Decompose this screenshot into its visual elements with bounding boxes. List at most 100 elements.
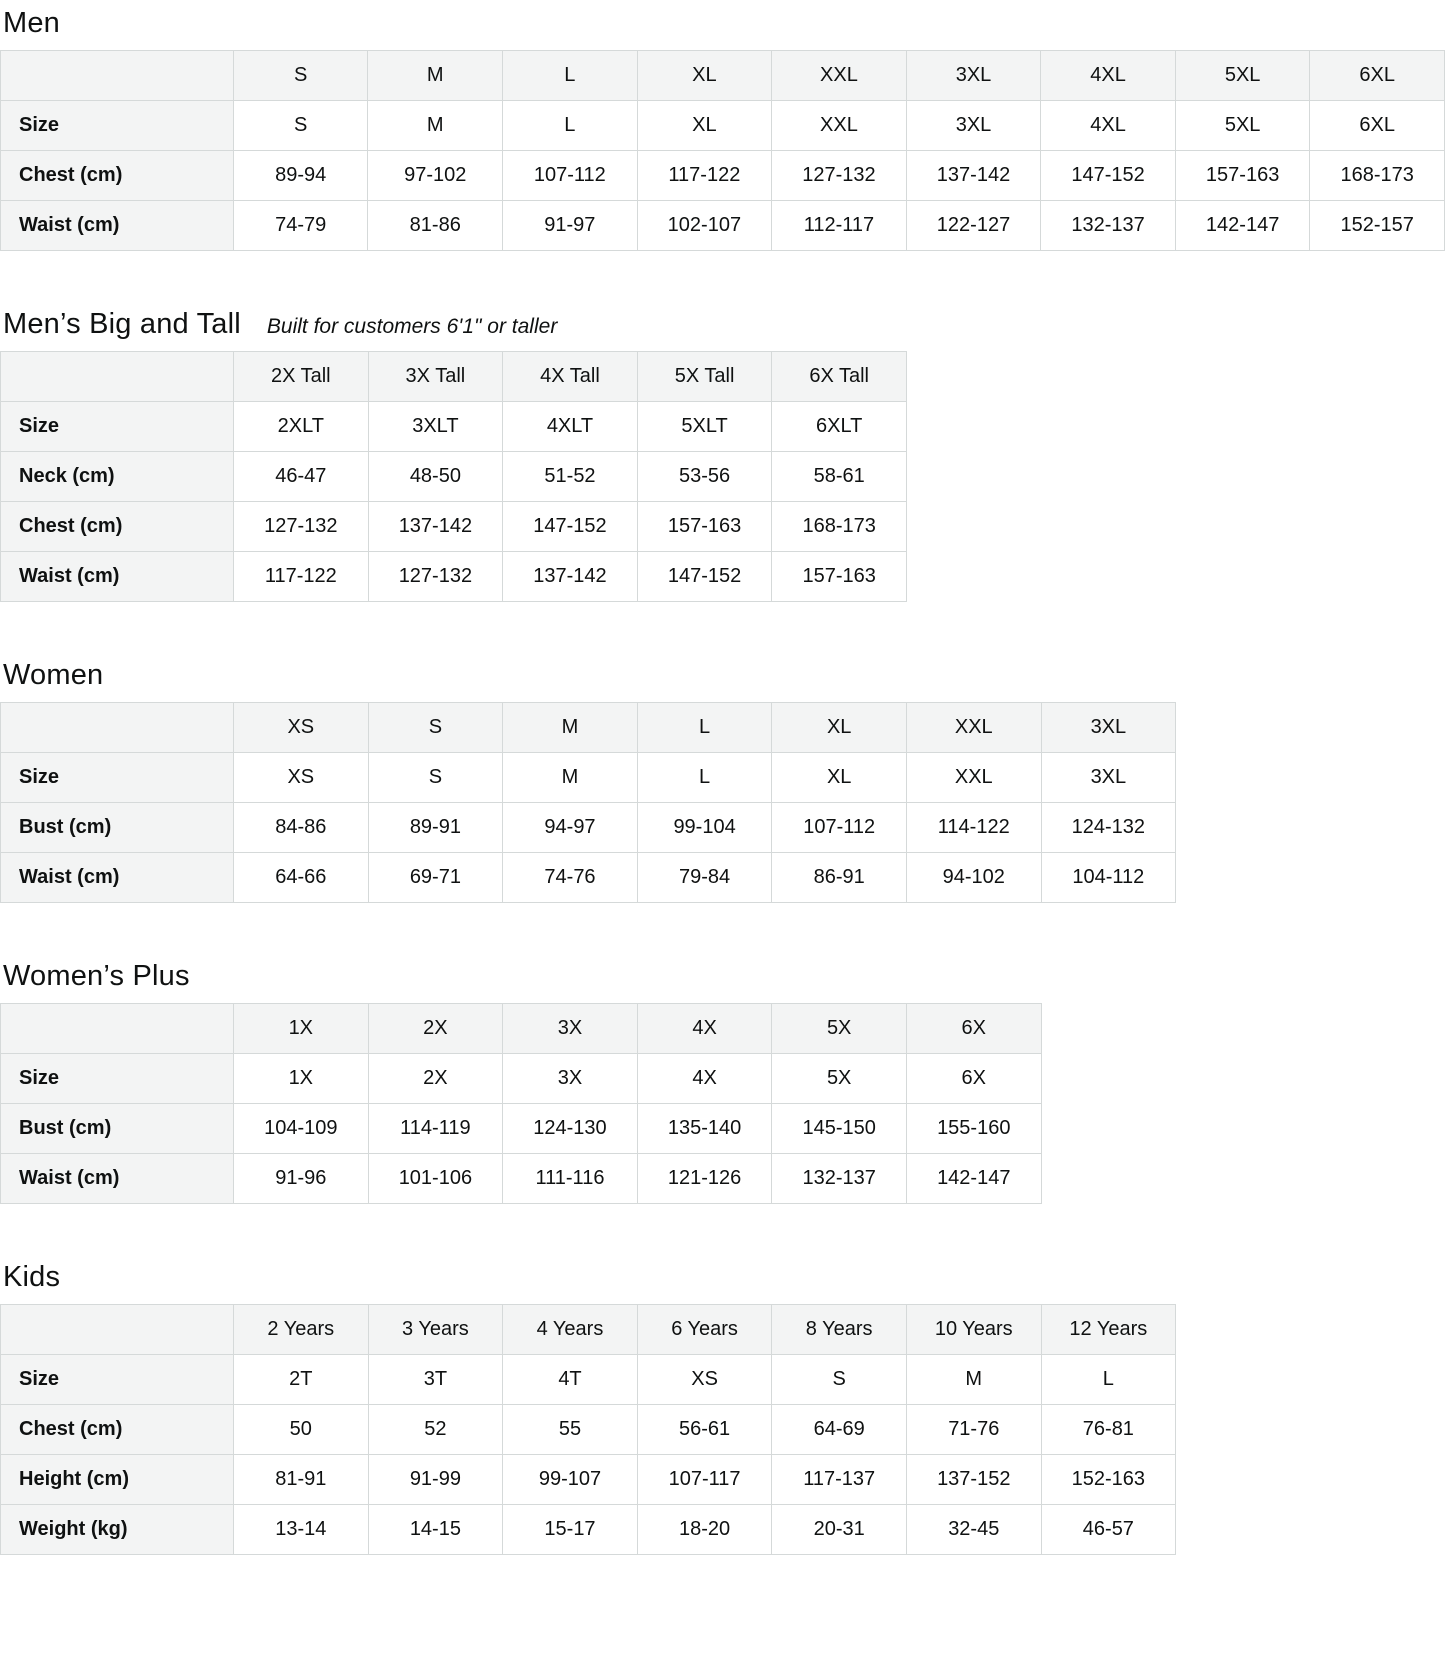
- size-value-cell: 155-160: [905, 1103, 1042, 1154]
- table-row: Bust (cm) 84-86 89-91 94-97 99-104 107-112 114…: [0, 802, 1177, 853]
- size-value-cell: 81-91: [233, 1454, 369, 1505]
- size-value-cell: 32-45: [905, 1504, 1042, 1555]
- column-header-row: 2 Years 3 Years 4 Years 6 Years 8 Years 10 Ye…: [0, 1304, 1177, 1355]
- size-value-cell: 4T: [502, 1354, 638, 1405]
- column-header-cell: L: [502, 50, 638, 101]
- size-value-cell: 6XLT: [771, 401, 907, 452]
- column-header-cell: 3X Tall: [367, 351, 504, 402]
- section-womens-plus: Women’s Plus 1X 2X 3X 4X 5X 6X Size 1X 2X 3X 4X 5X…: [0, 961, 1445, 1204]
- size-value-cell: XXL: [771, 100, 907, 151]
- section-header: Men’s Big and Tall Built for customers 6…: [3, 309, 1445, 339]
- table-row: Chest (cm) 89-94 97-102 107-112 117-122 127-1…: [0, 150, 1445, 201]
- size-value-cell: 1X: [233, 1053, 369, 1104]
- size-value-cell: 4XLT: [502, 401, 638, 452]
- row-label-cell: Chest (cm): [0, 1404, 234, 1455]
- size-value-cell: XS: [636, 1354, 773, 1405]
- column-header-cell: 6XL: [1309, 50, 1445, 101]
- section-header: Women: [3, 660, 1445, 690]
- row-label-cell: Bust (cm): [0, 1103, 234, 1154]
- row-label-cell: Size: [0, 1354, 234, 1405]
- size-table-men: S M L XL XXL 3XL 4XL 5XL 6XL Size S M L XL XXL 3XL 4XL 5…: [0, 50, 1445, 251]
- size-value-cell: 5XLT: [636, 401, 773, 452]
- row-label-cell: Waist (cm): [0, 852, 234, 903]
- column-header-cell: 5XL: [1174, 50, 1311, 101]
- size-value-cell: 52: [367, 1404, 504, 1455]
- column-header-cell: 6X: [905, 1003, 1042, 1054]
- size-value-cell: 117-122: [636, 150, 773, 201]
- size-value-cell: 124-130: [502, 1103, 638, 1154]
- size-value-cell: 142-147: [905, 1153, 1042, 1204]
- size-value-cell: 147-152: [636, 551, 773, 602]
- corner-cell: [0, 50, 234, 101]
- column-header-cell: 3XL: [1040, 702, 1177, 753]
- table-row: Size 1X 2X 3X 4X 5X 6X: [0, 1053, 1042, 1104]
- size-value-cell: 107-117: [636, 1454, 773, 1505]
- size-value-cell: 137-152: [905, 1454, 1042, 1505]
- size-value-cell: M: [502, 752, 638, 803]
- column-header-row: 1X 2X 3X 4X 5X 6X: [0, 1003, 1042, 1054]
- size-value-cell: 3X: [502, 1053, 638, 1104]
- size-value-cell: 99-104: [636, 802, 773, 853]
- size-value-cell: 46-57: [1040, 1504, 1177, 1555]
- size-value-cell: 74-79: [232, 200, 369, 251]
- size-value-cell: 152-157: [1309, 200, 1445, 251]
- size-value-cell: 127-132: [367, 551, 504, 602]
- section-header: Men: [3, 8, 1445, 38]
- size-value-cell: 107-112: [502, 150, 638, 201]
- section-mens-big-and-tall: Men’s Big and Tall Built for customers 6…: [0, 309, 1445, 602]
- size-value-cell: 112-117: [771, 200, 907, 251]
- column-header-row: XS S M L XL XXL 3XL: [0, 702, 1177, 753]
- size-value-cell: 76-81: [1040, 1404, 1177, 1455]
- column-header-cell: S: [232, 50, 369, 101]
- size-value-cell: 15-17: [502, 1504, 638, 1555]
- size-value-cell: 94-97: [502, 802, 638, 853]
- size-value-cell: 135-140: [636, 1103, 773, 1154]
- column-header-cell: 8 Years: [771, 1304, 907, 1355]
- size-value-cell: 5X: [771, 1053, 907, 1104]
- row-label-cell: Bust (cm): [0, 802, 234, 853]
- size-value-cell: XS: [233, 752, 369, 803]
- size-value-cell: 124-132: [1040, 802, 1177, 853]
- column-header-cell: 3X: [502, 1003, 638, 1054]
- table-row: Size 2T 3T 4T XS S M L: [0, 1354, 1177, 1405]
- size-table-kids: 2 Years 3 Years 4 Years 6 Years 8 Years 10 Ye…: [0, 1304, 1177, 1555]
- size-value-cell: 6X: [905, 1053, 1042, 1104]
- table-row: Size 2XLT 3XLT 4XLT 5XLT 6XLT: [0, 401, 907, 452]
- table-row: Size S M L XL XXL 3XL 4XL 5XL 6XL: [0, 100, 1445, 151]
- column-header-cell: S: [367, 702, 504, 753]
- section-header: Kids: [3, 1262, 1445, 1292]
- size-value-cell: 94-102: [905, 852, 1042, 903]
- size-value-cell: XXL: [905, 752, 1042, 803]
- size-value-cell: 137-142: [502, 551, 638, 602]
- column-header-row: 2X Tall 3X Tall 4X Tall 5X Tall 6X Tall: [0, 351, 907, 402]
- column-header-cell: 6 Years: [636, 1304, 773, 1355]
- size-value-cell: 48-50: [367, 451, 504, 502]
- corner-cell: [0, 1003, 234, 1054]
- size-value-cell: 147-152: [502, 501, 638, 552]
- size-value-cell: 81-86: [367, 200, 504, 251]
- size-value-cell: 53-56: [636, 451, 773, 502]
- size-value-cell: S: [771, 1354, 907, 1405]
- column-header-row: S M L XL XXL 3XL 4XL 5XL 6XL: [0, 50, 1445, 101]
- section-title: Kids: [3, 1261, 61, 1293]
- row-label-cell: Height (cm): [0, 1454, 234, 1505]
- size-value-cell: 101-106: [367, 1153, 504, 1204]
- column-header-cell: 3 Years: [367, 1304, 504, 1355]
- size-value-cell: 14-15: [367, 1504, 504, 1555]
- section-title: Men: [3, 7, 61, 39]
- size-value-cell: 2XLT: [233, 401, 369, 452]
- size-value-cell: 104-112: [1040, 852, 1177, 903]
- size-value-cell: 56-61: [636, 1404, 773, 1455]
- size-value-cell: XL: [771, 752, 907, 803]
- size-table-women: XS S M L XL XXL 3XL Size XS S M L XL XXL 3XL Bust (cm)…: [0, 702, 1177, 903]
- size-value-cell: 91-99: [367, 1454, 504, 1505]
- size-value-cell: 20-31: [771, 1504, 907, 1555]
- size-value-cell: 58-61: [771, 451, 907, 502]
- size-value-cell: 168-173: [1309, 150, 1445, 201]
- size-charts: Men S M L XL XXL 3XL 4XL 5XL 6XL Size S M L XL XXL 3XL…: [0, 8, 1445, 1555]
- size-value-cell: 168-173: [771, 501, 907, 552]
- size-value-cell: 89-94: [232, 150, 369, 201]
- row-label-cell: Chest (cm): [0, 150, 234, 201]
- table-row: Chest (cm) 127-132 137-142 147-152 157-163 16…: [0, 501, 907, 552]
